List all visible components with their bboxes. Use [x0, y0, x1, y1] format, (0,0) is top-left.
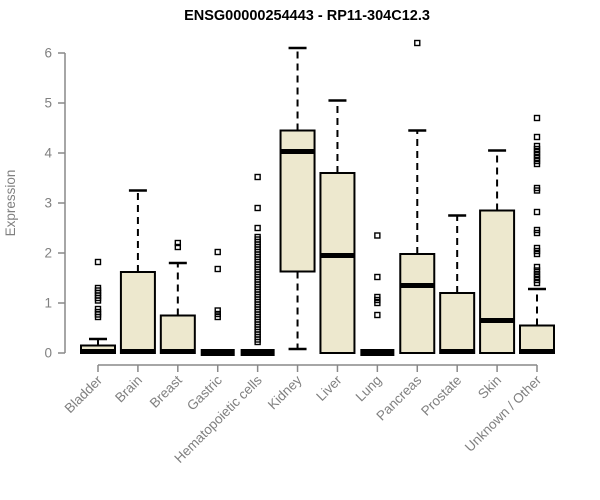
outlier-point: [174, 243, 182, 251]
outlier-point: [533, 142, 541, 150]
outlier-point: [533, 244, 541, 252]
x-tick-label: Unknown / Other: [462, 372, 545, 455]
x-tick-label: Kidney: [265, 372, 305, 412]
y-tick-label: 3: [44, 196, 52, 211]
outlier-point: [254, 224, 261, 232]
x-tick-label: Bladder: [62, 372, 106, 416]
chart-title: ENSG00000254443 - RP11-304C12.3: [184, 8, 430, 24]
x-tick-label: Breast: [147, 372, 185, 410]
x-tick-label: Liver: [313, 372, 345, 404]
box: [439, 292, 476, 354]
outlier-point: [533, 133, 541, 141]
y-tick-label: 6: [44, 46, 52, 61]
y-tick-label: 5: [44, 96, 52, 111]
outlier-point: [533, 114, 541, 122]
outlier-point: [214, 248, 221, 256]
flat-box: [240, 349, 275, 356]
y-tick-label: 2: [44, 246, 52, 261]
flat-box: [200, 349, 235, 356]
outlier-point: [174, 239, 182, 247]
box: [479, 209, 516, 354]
y-tick-label: 0: [44, 346, 52, 361]
y-tick-label: 4: [44, 146, 52, 161]
outlier-point: [414, 39, 421, 47]
x-tick-label: Prostate: [418, 373, 464, 419]
outlier-point: [254, 233, 261, 241]
box: [319, 172, 356, 354]
outlier-point: [94, 284, 102, 292]
x-tick-label: Skin: [475, 373, 504, 402]
outlier-point: [374, 293, 381, 301]
outlier-point: [94, 258, 102, 266]
outlier-point: [374, 232, 381, 239]
outlier-point: [214, 265, 221, 273]
flat-box: [360, 349, 395, 356]
outlier-point: [533, 267, 541, 274]
box: [399, 253, 436, 354]
outlier-point: [533, 208, 541, 216]
outlier-point: [254, 173, 261, 181]
outlier-point: [374, 311, 381, 319]
outlier-point: [214, 307, 221, 314]
outlier-point: [254, 204, 261, 212]
outlier-point: [94, 305, 102, 313]
x-tick-label: Lung: [353, 373, 385, 405]
x-tick-label: Brain: [112, 373, 145, 406]
outlier-point: [533, 184, 541, 192]
box: [519, 324, 555, 354]
y-tick-label: 1: [44, 296, 52, 311]
y-axis-title: Expression: [3, 170, 18, 237]
outlier-point: [533, 226, 541, 234]
box: [119, 271, 156, 354]
outlier-point: [374, 273, 381, 281]
box: [159, 314, 196, 354]
outlier-point: [214, 310, 221, 318]
outlier-point: [533, 263, 541, 271]
outlier-point: [533, 270, 541, 278]
